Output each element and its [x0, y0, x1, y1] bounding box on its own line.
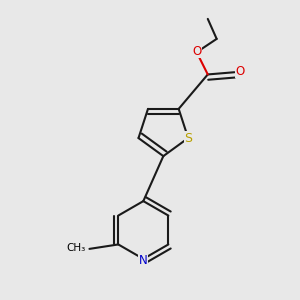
Text: CH₃: CH₃ [67, 243, 86, 253]
Text: S: S [184, 132, 192, 145]
Text: O: O [192, 45, 201, 58]
Text: N: N [139, 254, 148, 266]
Text: O: O [236, 64, 244, 78]
